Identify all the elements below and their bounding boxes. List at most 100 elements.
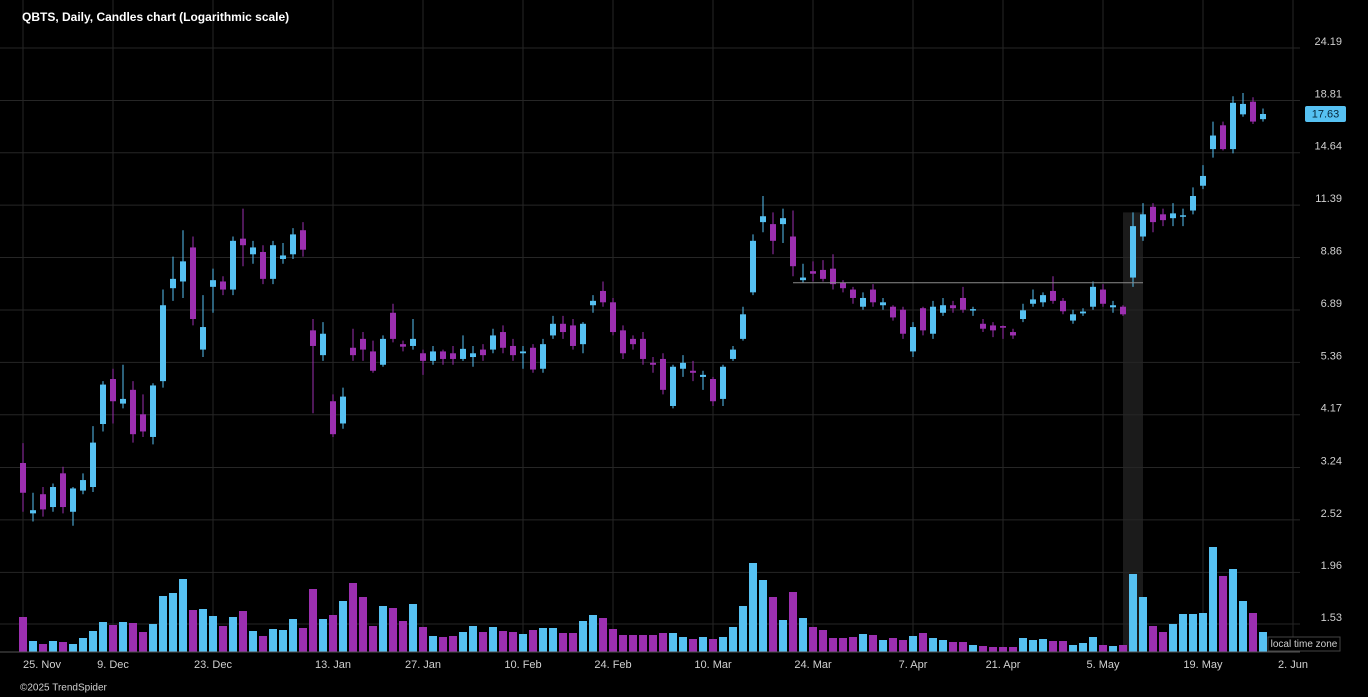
volume-bar — [309, 589, 317, 652]
candle-body — [1220, 125, 1226, 150]
volume-bar — [479, 632, 487, 652]
y-tick-label: 5.36 — [1321, 350, 1342, 362]
candle-body — [1000, 326, 1006, 328]
volume-bar — [959, 642, 967, 652]
candle-body — [1050, 290, 1056, 301]
candle-body — [500, 332, 506, 348]
volume-bar — [419, 627, 427, 652]
volume-bar — [989, 647, 997, 652]
candle-body — [640, 338, 646, 359]
volume-bar — [909, 636, 917, 652]
volume-bar — [299, 628, 307, 652]
volume-bar — [629, 635, 637, 652]
candle-body — [700, 374, 706, 377]
candle-body — [250, 247, 256, 255]
candle-body — [540, 344, 546, 369]
volume-bar — [869, 635, 877, 652]
volume-layer — [19, 547, 1267, 652]
volume-bar — [49, 641, 57, 652]
volume-bar — [759, 580, 767, 652]
candle-body — [400, 344, 406, 347]
candle-body — [770, 224, 776, 241]
candle-body — [360, 338, 366, 350]
x-tick-label: 2. Jun — [1278, 659, 1308, 671]
candle-body — [1260, 113, 1266, 120]
candle-body — [790, 236, 796, 267]
candle-body — [1080, 311, 1086, 314]
candle-body — [610, 302, 616, 333]
volume-bar — [1239, 601, 1247, 652]
candle-body — [510, 345, 516, 356]
x-tick-label: 10. Mar — [694, 659, 732, 671]
last-price-box — [1305, 105, 1346, 122]
chart-title: QBTS, Daily, Candles chart (Logarithmic … — [22, 10, 289, 24]
candle-body — [880, 302, 886, 306]
volume-bar — [849, 637, 857, 652]
y-tick-label: 4.17 — [1321, 403, 1342, 415]
candle-body — [910, 327, 916, 352]
volume-bar — [1149, 626, 1157, 652]
volume-bar — [969, 645, 977, 652]
volume-bar — [1139, 597, 1147, 652]
volume-bar — [719, 637, 727, 652]
candle-body — [900, 309, 906, 334]
y-tick-label: 2.52 — [1321, 508, 1342, 520]
volume-bar — [929, 638, 937, 652]
volume-bar — [679, 637, 687, 652]
candle-body — [170, 278, 176, 289]
candle-body — [190, 247, 196, 319]
y-tick-label: 6.89 — [1321, 298, 1342, 310]
volume-bar — [109, 625, 117, 652]
candle-body — [730, 349, 736, 359]
volume-bar — [839, 638, 847, 652]
y-tick-label: 14.64 — [1314, 141, 1342, 153]
volume-bar — [1049, 641, 1057, 652]
volume-bar — [159, 596, 167, 652]
volume-bar — [1059, 641, 1067, 652]
y-tick-label: 24.19 — [1314, 36, 1342, 48]
volume-bar — [519, 634, 527, 652]
x-tick-label: 7. Apr — [899, 659, 928, 671]
volume-bar — [179, 579, 187, 652]
candle-body — [1070, 314, 1076, 321]
volume-bar — [339, 601, 347, 652]
candle-body — [1100, 289, 1106, 304]
candle-body — [1140, 214, 1146, 237]
volume-bar — [669, 633, 677, 652]
candle-body — [870, 289, 876, 303]
candle-body — [570, 325, 576, 346]
volume-bar — [409, 604, 417, 652]
volume-bar — [389, 608, 397, 652]
volume-bar — [39, 644, 47, 652]
x-tick-label: 9. Dec — [97, 659, 129, 671]
candle-body — [380, 338, 386, 365]
volume-bar — [319, 619, 327, 652]
candle-body — [720, 366, 726, 399]
timezone-label[interactable]: local time zone — [1271, 639, 1338, 650]
candle-layer — [20, 92, 1266, 526]
candle-body — [1170, 213, 1176, 219]
candle-body — [780, 218, 786, 225]
candle-body — [60, 473, 66, 508]
candle-body — [560, 323, 566, 333]
volume-bar — [579, 621, 587, 652]
candle-body — [370, 351, 376, 371]
volume-bar — [1019, 638, 1027, 652]
volume-bar — [609, 629, 617, 652]
volume-bar — [189, 610, 197, 652]
candle-body — [460, 348, 466, 359]
volume-bar — [1189, 614, 1197, 652]
volume-bar — [1179, 614, 1187, 652]
volume-bar — [999, 647, 1007, 652]
volume-bar — [359, 597, 367, 652]
volume-bar — [1099, 645, 1107, 652]
candle-body — [290, 234, 296, 255]
volume-bar — [219, 626, 227, 652]
volume-bar — [1119, 645, 1127, 652]
candle-body — [710, 379, 716, 402]
candle-body — [1090, 286, 1096, 307]
volume-bar — [199, 609, 207, 652]
volume-bar — [1219, 576, 1227, 652]
x-tick-label: 5. May — [1086, 659, 1120, 671]
